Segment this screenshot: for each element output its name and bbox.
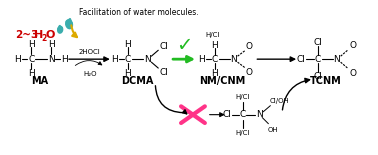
Text: N: N [333, 55, 340, 64]
Text: 2HOCl: 2HOCl [78, 49, 100, 55]
Text: O: O [45, 30, 55, 40]
Text: Cl: Cl [160, 42, 169, 51]
Text: 2: 2 [41, 34, 46, 43]
Text: H: H [198, 55, 205, 64]
Text: H: H [28, 40, 35, 49]
Text: 2~3: 2~3 [15, 30, 39, 40]
Text: H: H [34, 30, 43, 40]
Text: H: H [124, 69, 131, 78]
Text: H: H [111, 55, 118, 64]
Text: Cl: Cl [222, 110, 231, 119]
Text: O: O [246, 42, 253, 51]
Text: N: N [256, 110, 263, 119]
Text: H: H [211, 69, 218, 78]
Text: H/Cl: H/Cl [235, 94, 250, 100]
Text: OH: OH [268, 126, 279, 133]
Text: C: C [212, 55, 218, 64]
Text: O: O [246, 68, 253, 77]
Text: TCNM: TCNM [310, 76, 342, 86]
Text: H/Cl: H/Cl [206, 32, 220, 38]
Text: NM/CNM: NM/CNM [200, 76, 246, 86]
Polygon shape [58, 25, 62, 29]
Text: Cl: Cl [160, 68, 169, 77]
Text: N: N [230, 55, 237, 64]
Text: H: H [124, 40, 131, 49]
Text: N: N [144, 55, 151, 64]
Ellipse shape [66, 20, 73, 29]
Text: MA: MA [31, 76, 48, 86]
Text: Cl: Cl [313, 71, 322, 80]
Polygon shape [66, 18, 72, 23]
Text: O: O [349, 41, 356, 50]
Text: H: H [14, 55, 21, 64]
Text: Cl: Cl [313, 38, 322, 47]
Text: Facilitation of water molecules.: Facilitation of water molecules. [79, 8, 198, 17]
Text: H: H [48, 40, 54, 49]
Text: H₂O: H₂O [83, 71, 97, 77]
Text: C: C [28, 55, 34, 64]
Text: ✓: ✓ [176, 36, 192, 55]
Text: H: H [211, 41, 218, 50]
Text: H: H [61, 55, 68, 64]
Text: C: C [124, 55, 131, 64]
Text: H: H [28, 69, 35, 78]
Text: DCMA: DCMA [121, 76, 153, 86]
Text: Cl/OH: Cl/OH [269, 98, 289, 104]
Ellipse shape [58, 27, 63, 33]
Text: N: N [48, 55, 54, 64]
Text: Cl: Cl [297, 55, 305, 64]
Text: C: C [239, 110, 246, 119]
Text: H/Cl: H/Cl [235, 130, 250, 135]
Text: O: O [349, 69, 356, 78]
Text: C: C [315, 55, 321, 64]
